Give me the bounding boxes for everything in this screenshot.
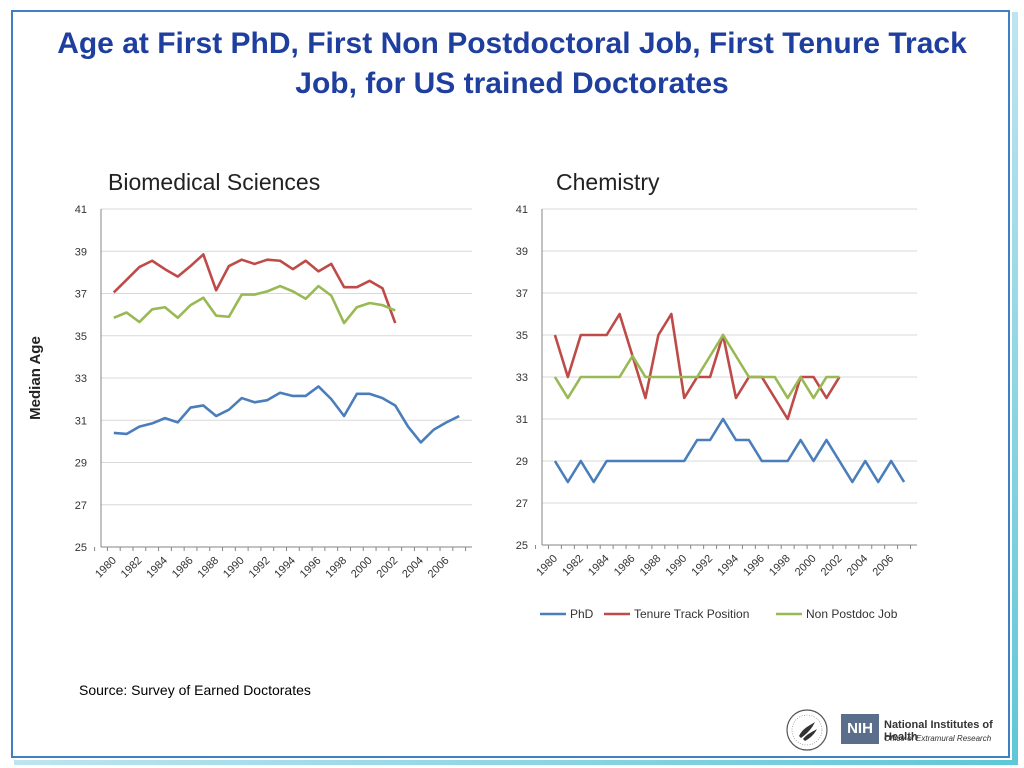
x-tick-label: 1998 (767, 553, 793, 579)
y-tick-label: 29 (75, 458, 87, 470)
series-line-phd (553, 417, 906, 484)
chart-title: Chemistry (556, 169, 660, 195)
series-line-nonpostdoc (113, 284, 396, 325)
x-tick-label: 1980 (93, 555, 119, 581)
legend-label-phd: PhD (570, 607, 594, 621)
x-tick-label: 1998 (323, 555, 349, 581)
y-tick-label: 27 (75, 500, 87, 512)
y-tick-label: 37 (75, 289, 87, 301)
y-tick-label: 39 (516, 246, 528, 258)
y-tick-label: 41 (516, 204, 528, 216)
x-tick-label: 1982 (560, 553, 586, 579)
series-line-phd (113, 385, 460, 444)
nih-name: National Institutes of Health (884, 719, 993, 743)
y-tick-label: 29 (516, 456, 528, 468)
legend-label-nonpostdoc: Non Postdoc Job (806, 607, 898, 621)
y-tick-label: 35 (75, 331, 87, 343)
x-tick-label: 1984 (144, 555, 170, 581)
chart-legend: PhD Tenure Track Position Non Postdoc Job (540, 607, 898, 621)
series-line-tenure (112, 253, 397, 324)
chart-title: Biomedical Sciences (108, 169, 320, 195)
y-tick-label: 25 (516, 540, 528, 552)
series-line-nonpostdoc (553, 333, 840, 400)
y-tick-label: 35 (516, 330, 528, 342)
slide-frame (11, 10, 1010, 758)
legend-label-tenure: Tenure Track Position (634, 607, 749, 621)
y-tick-label: 31 (516, 414, 528, 426)
y-axis-label: Median Age (27, 336, 44, 420)
x-tick-label: 1986 (612, 553, 638, 579)
x-tick-label: 1982 (119, 555, 145, 581)
frame-accent-right (1012, 12, 1018, 760)
x-tick-label: 2000 (793, 553, 819, 579)
y-tick-label: 39 (75, 246, 87, 258)
x-tick-label: 2004 (400, 555, 426, 581)
x-tick-label: 2004 (845, 553, 871, 579)
slide-title: Age at First PhD, First Non Postdoctoral… (57, 27, 967, 100)
y-tick-label: 37 (516, 288, 528, 300)
chart-panel-0: Biomedical Sciences 25 27 29 31 33 35 37 39 41 198… (27, 169, 472, 580)
x-tick-label: 2006 (426, 555, 452, 581)
y-tick-label: 25 (75, 542, 87, 554)
x-tick-label: 1984 (586, 553, 612, 579)
x-tick-label: 1990 (664, 553, 690, 579)
x-tick-label: 2002 (819, 553, 845, 579)
series-line-tenure (553, 312, 841, 421)
y-tick-label: 41 (75, 204, 87, 216)
x-tick-label: 1992 (689, 553, 715, 579)
y-tick-label: 31 (75, 415, 87, 427)
source-note: Source: Survey of Earned Doctorates (79, 682, 311, 698)
x-tick-label: 2002 (375, 555, 401, 581)
x-tick-label: 2006 (870, 553, 896, 579)
y-tick-label: 33 (516, 372, 528, 384)
x-tick-label: 1988 (195, 555, 221, 581)
y-tick-label: 33 (75, 373, 87, 385)
x-tick-label: 1980 (534, 553, 560, 579)
x-tick-label: 1996 (298, 555, 324, 581)
hhs-seal-icon (786, 709, 828, 751)
x-tick-label: 1990 (221, 555, 247, 581)
frame-accent-bottom (14, 760, 1018, 765)
x-tick-label: 1988 (638, 553, 664, 579)
x-tick-label: 1992 (247, 555, 273, 581)
x-tick-label: 1996 (741, 553, 767, 579)
x-tick-label: 2000 (349, 555, 375, 581)
x-tick-label: 1986 (170, 555, 196, 581)
nih-logo-icon: NIH (841, 714, 879, 744)
x-tick-label: 1994 (272, 555, 298, 581)
x-tick-label: 1994 (715, 553, 741, 579)
y-tick-label: 27 (516, 498, 528, 510)
nih-office: Office of Extramural Research (884, 734, 992, 743)
